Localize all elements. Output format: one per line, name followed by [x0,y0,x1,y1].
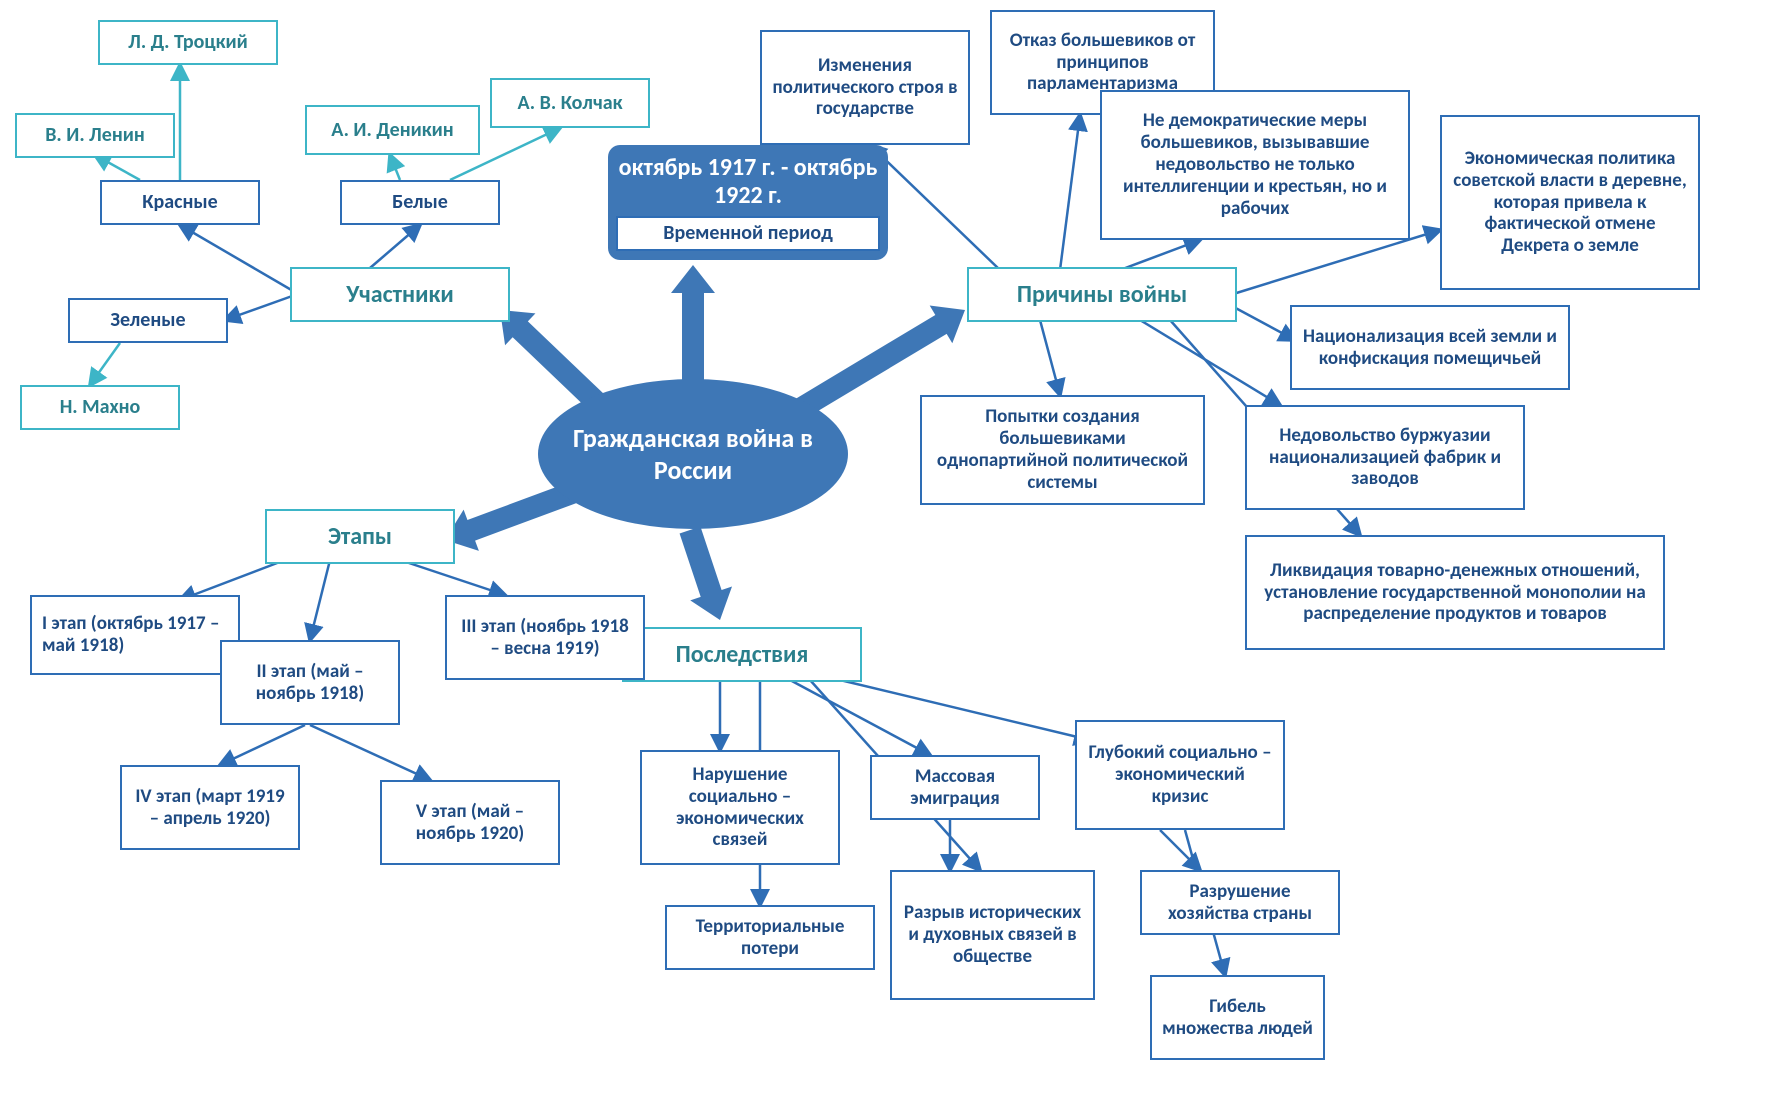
branch-stages: Этапы [265,509,455,564]
diagram-root: { "type":"mindmap", "center":{"label":"Г… [0,0,1771,1094]
node-trotsky-label: Л. Д. Троцкий [128,31,248,54]
node-whites-label: Белые [392,191,448,214]
node-cons3: Глубокий социально – экономический кризи… [1075,720,1285,830]
node-cons-death: Гибель множества людей [1150,975,1325,1060]
node-cause-national: Национализация всей земли и конфискация … [1290,305,1570,390]
node-cons-death-label: Гибель множества людей [1162,996,1313,1040]
center-topic: Гражданская война в России [538,379,848,529]
node-cause-nedemo-label: Не демократические меры большевиков, выз… [1112,110,1398,219]
node-kolchak-label: А. В. Колчак [518,92,623,115]
node-cons2: Массовая эмиграция [870,755,1040,820]
node-cause-oneparty: Попытки создания большевиками однопартий… [920,395,1205,505]
node-makhno: Н. Махно [20,385,180,430]
period-box: октябрь 1917 г. - октябрь 1922 г. Времен… [608,145,888,260]
node-cause-otkaz-label: Отказ большевиков от принципов парламент… [1002,30,1203,96]
branch-participants: Участники [290,267,510,322]
node-cause-stroi: Изменения политического строя в государс… [760,30,970,145]
node-reds: Красные [100,180,260,225]
branch-consequences-label: Последствия [676,641,809,669]
node-cause-bourge-label: Недовольство буржуазии национализацией ф… [1257,425,1513,491]
node-cons-econ-label: Разрушение хозяйства страны [1152,881,1328,925]
node-cause-econ-label: Экономическая политика советской власти … [1452,148,1688,257]
node-stage1-label: I этап (октябрь 1917 – май 1918) [42,613,228,657]
node-cons1: Нарушение социально – экономических связ… [640,750,840,865]
node-stage5-label: V этап (май – ноябрь 1920) [392,801,548,845]
node-lenin: В. И. Ленин [15,113,175,158]
node-stage2: II этап (май – ноябрь 1918) [220,640,400,725]
node-cons-ties: Разрыв исторических и духовных связей в … [890,870,1095,1000]
node-cause-national-label: Национализация всей земли и конфискация … [1302,326,1558,370]
branch-consequences: Последствия [622,627,862,682]
center-label: Гражданская война в России [568,422,818,486]
node-trotsky: Л. Д. Троцкий [98,20,278,65]
node-stage5: V этап (май – ноябрь 1920) [380,780,560,865]
node-cons-ties-label: Разрыв исторических и духовных связей в … [902,902,1083,968]
node-denikin: А. И. Деникин [305,105,480,155]
node-cons-terr-label: Территориальные потери [677,916,863,960]
node-cause-likvid-label: Ликвидация товарно-денежных отношений, у… [1257,560,1653,626]
node-cons1-label: Нарушение социально – экономических связ… [652,764,828,851]
node-stage3: III этап (ноябрь 1918 – весна 1919) [445,595,645,680]
node-greens: Зеленые [68,298,228,343]
node-lenin-label: В. И. Ленин [45,124,145,147]
period-range: октябрь 1917 г. - октябрь 1922 г. [616,154,880,209]
period-caption: Временной период [616,216,880,251]
node-denikin-label: А. И. Деникин [331,119,453,142]
node-cause-econ: Экономическая политика советской власти … [1440,115,1700,290]
node-stage2-label: II этап (май – ноябрь 1918) [232,661,388,705]
node-stage1: I этап (октябрь 1917 – май 1918) [30,595,240,675]
node-cause-likvid: Ликвидация товарно-денежных отношений, у… [1245,535,1665,650]
node-stage4-label: IV этап (март 1919 – апрель 1920) [132,786,288,830]
branch-causes-label: Причины войны [1017,281,1187,309]
period-caption-text: Временной период [663,222,832,245]
node-reds-label: Красные [142,191,217,214]
node-whites: Белые [340,180,500,225]
node-greens-label: Зеленые [110,309,185,332]
branch-causes: Причины войны [967,267,1237,322]
node-cons2-label: Массовая эмиграция [882,766,1028,810]
node-cons3-label: Глубокий социально – экономический кризи… [1087,742,1273,808]
branch-stages-label: Этапы [328,523,392,551]
node-cons-econ: Разрушение хозяйства страны [1140,870,1340,935]
node-cause-bourge: Недовольство буржуазии национализацией ф… [1245,405,1525,510]
branch-participants-label: Участники [346,281,453,309]
node-cause-stroi-label: Изменения политического строя в государс… [772,55,958,121]
node-cons-terr: Территориальные потери [665,905,875,970]
node-stage4: IV этап (март 1919 – апрель 1920) [120,765,300,850]
node-makhno-label: Н. Махно [60,396,141,419]
node-kolchak: А. В. Колчак [490,78,650,128]
node-stage3-label: III этап (ноябрь 1918 – весна 1919) [457,616,633,660]
node-cause-nedemo: Не демократические меры большевиков, выз… [1100,90,1410,240]
node-cause-oneparty-label: Попытки создания большевиками однопартий… [932,406,1193,493]
